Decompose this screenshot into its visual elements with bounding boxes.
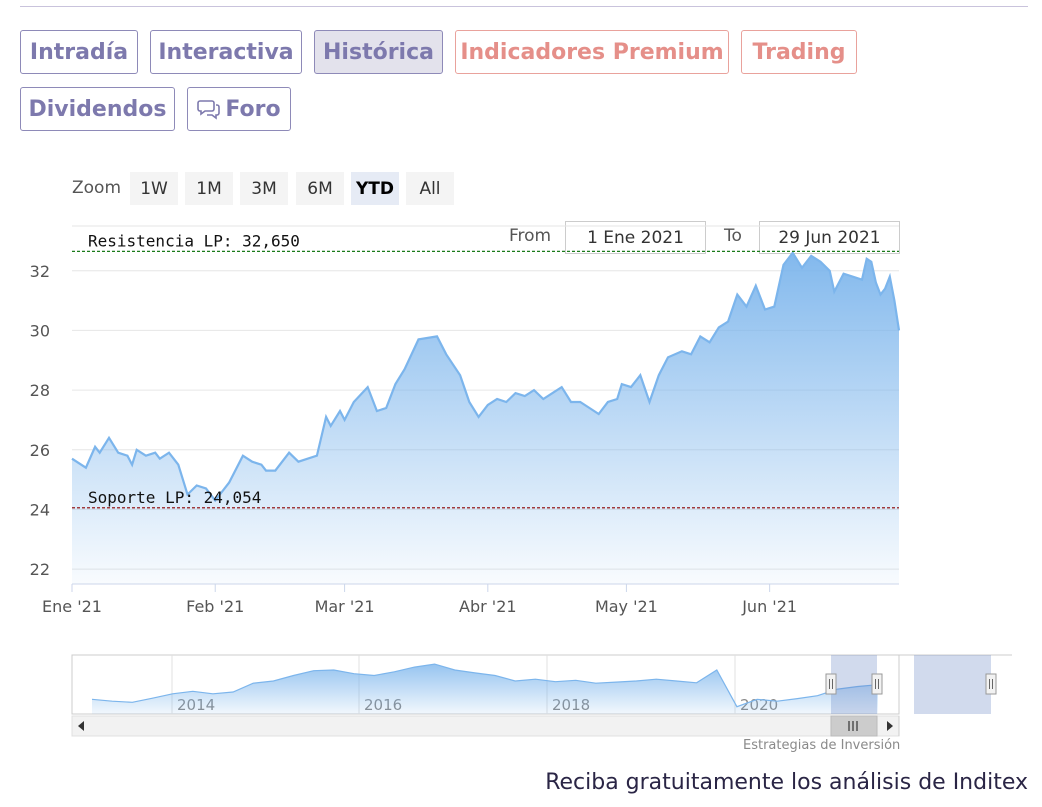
cta-text[interactable]: Reciba gratuitamente los análisis de Ind… (545, 770, 1028, 795)
annotation-label: Resistencia LP: 32,650 (88, 231, 300, 250)
tab-label: Dividendos (28, 96, 167, 122)
credit-text: Estrategias de Inversión (743, 738, 901, 753)
x-tick-label: Abr '21 (459, 597, 517, 616)
zoom-all-button[interactable]: All (406, 172, 454, 205)
tab-label: Trading (752, 39, 846, 65)
x-tick-label: Ene '21 (42, 597, 102, 616)
x-tick-label: May '21 (595, 597, 658, 616)
chat-bubbles-icon (197, 98, 221, 120)
y-tick-label: 32 (30, 262, 50, 281)
handle-box[interactable] (825, 673, 837, 695)
navigator-selection[interactable] (831, 655, 877, 714)
zoom-ytd-button[interactable]: YTD (351, 172, 399, 205)
top-divider (20, 6, 1028, 7)
scroll-right-arrow-icon[interactable] (887, 721, 893, 731)
series-line (71, 250, 901, 503)
zoom-label: Zoom (72, 178, 122, 198)
tab-indicadores-premium[interactable]: Indicadores Premium (455, 30, 729, 74)
handle-box[interactable] (871, 673, 883, 695)
scroll-left-arrow-icon[interactable] (78, 721, 84, 731)
axes: 22 24 26 28 30 32 Ene '21 Feb '21 Mar '21 Abr '21… (30, 262, 899, 616)
tab-foro[interactable]: Foro (187, 87, 291, 131)
zoom-1m-button[interactable]: 1M (185, 172, 233, 205)
tab-trading[interactable]: Trading (741, 30, 857, 74)
annotations: Resistencia LP: 32,650 Soporte LP: 24,054 (72, 231, 899, 509)
zoom-6m-button[interactable]: 6M (296, 172, 344, 205)
scrollbar-thumb[interactable] (830, 715, 878, 737)
navigator-area (92, 664, 878, 714)
x-tick-label: Jun '21 (741, 597, 797, 616)
range-to-label: To (724, 226, 742, 246)
scrollbar[interactable] (71, 715, 900, 737)
tab-intradia[interactable]: Intradía (20, 30, 138, 74)
tab-label: Histórica (323, 39, 434, 65)
range-from-input[interactable]: 1 Ene 2021 (565, 221, 706, 254)
x-tick-label: Mar '21 (315, 597, 375, 616)
navigator-handle[interactable] (825, 673, 837, 695)
y-tick-label: 24 (30, 500, 50, 519)
x-tick-label: Feb '21 (186, 597, 244, 616)
handle-box[interactable] (985, 673, 997, 695)
tab-label: Indicadores Premium (460, 39, 724, 65)
tab-label: Foro (225, 96, 281, 122)
navigator[interactable]: 2014201620182020 (71, 654, 1012, 737)
scrollbar-track[interactable] (71, 715, 900, 737)
zoom-3m-button[interactable]: 3M (240, 172, 288, 205)
navigator-selection-ghost (914, 655, 991, 714)
navigator-handle[interactable] (985, 673, 997, 695)
tab-interactiva[interactable]: Interactiva (150, 30, 302, 74)
tab-historica[interactable]: Histórica (314, 30, 443, 74)
y-tick-label: 28 (30, 381, 50, 400)
tab-dividendos[interactable]: Dividendos (20, 87, 175, 131)
tab-label: Interactiva (158, 39, 294, 65)
y-tick-label: 30 (30, 321, 50, 340)
navigator-handle[interactable] (871, 673, 883, 695)
navigator-line (91, 663, 879, 708)
annotation-label: Soporte LP: 24,054 (88, 488, 261, 507)
series-area (72, 252, 899, 585)
zoom-1w-button[interactable]: 1W (130, 172, 178, 205)
range-from-label: From (509, 226, 552, 246)
y-tick-label: 22 (30, 560, 50, 579)
y-tick-label: 26 (30, 441, 50, 460)
tab-label: Intradía (29, 39, 129, 65)
price-area (71, 250, 901, 585)
